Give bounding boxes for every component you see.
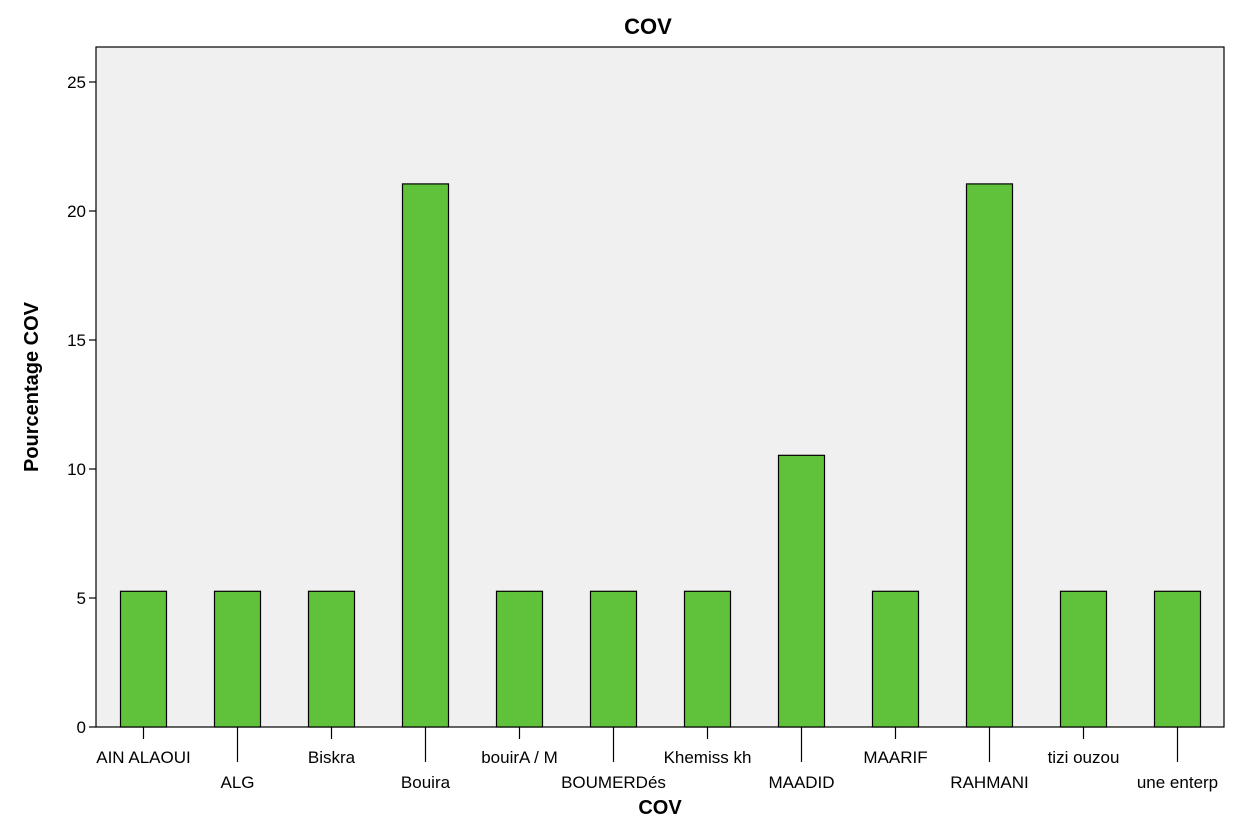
bars <box>119 183 1202 728</box>
x-tick-label: MAADID <box>768 773 834 792</box>
chart-title: COV <box>624 14 672 39</box>
x-tick-label: AIN ALAOUI <box>96 748 190 767</box>
bar <box>683 590 732 728</box>
x-tick-label: une enterp <box>1137 773 1218 792</box>
x-tick-label: MAARIF <box>863 748 927 767</box>
y-tick-label: 10 <box>67 460 86 479</box>
bar <box>213 590 262 728</box>
bar <box>307 590 356 728</box>
x-tick-label: Biskra <box>308 748 356 767</box>
x-axis: AIN ALAOUI ALG Biskra Bouira bouirA / MBOUME… <box>96 727 1218 792</box>
x-tick-label: bouirA / M <box>481 748 558 767</box>
bar <box>965 183 1014 728</box>
plot-area <box>95 46 1225 728</box>
x-tick-label: ALG <box>220 773 254 792</box>
x-axis-title: COV <box>638 797 682 819</box>
bar <box>1059 590 1108 728</box>
y-axis: 0 5 10 15 20 25 <box>67 73 96 737</box>
y-tick-label: 25 <box>67 73 86 92</box>
x-tick-label: Khemiss kh <box>664 748 752 767</box>
x-tick-label: Bouira <box>401 773 451 792</box>
x-tick-label: tizi ouzou <box>1048 748 1120 767</box>
bar <box>777 454 826 728</box>
y-tick-label: 20 <box>67 202 86 221</box>
bar <box>1153 590 1202 728</box>
bar <box>119 590 168 728</box>
y-tick-label: 5 <box>77 589 86 608</box>
y-tick-label: 0 <box>77 718 86 737</box>
bar <box>401 183 450 728</box>
x-tick-label: RAHMANI <box>950 773 1028 792</box>
bar <box>495 590 544 728</box>
y-tick-label: 15 <box>67 331 86 350</box>
bar <box>589 590 638 728</box>
bar <box>871 590 920 728</box>
y-axis-title: Pourcentage COV <box>21 301 43 472</box>
x-tick-label: BOUMERDés <box>561 773 666 792</box>
